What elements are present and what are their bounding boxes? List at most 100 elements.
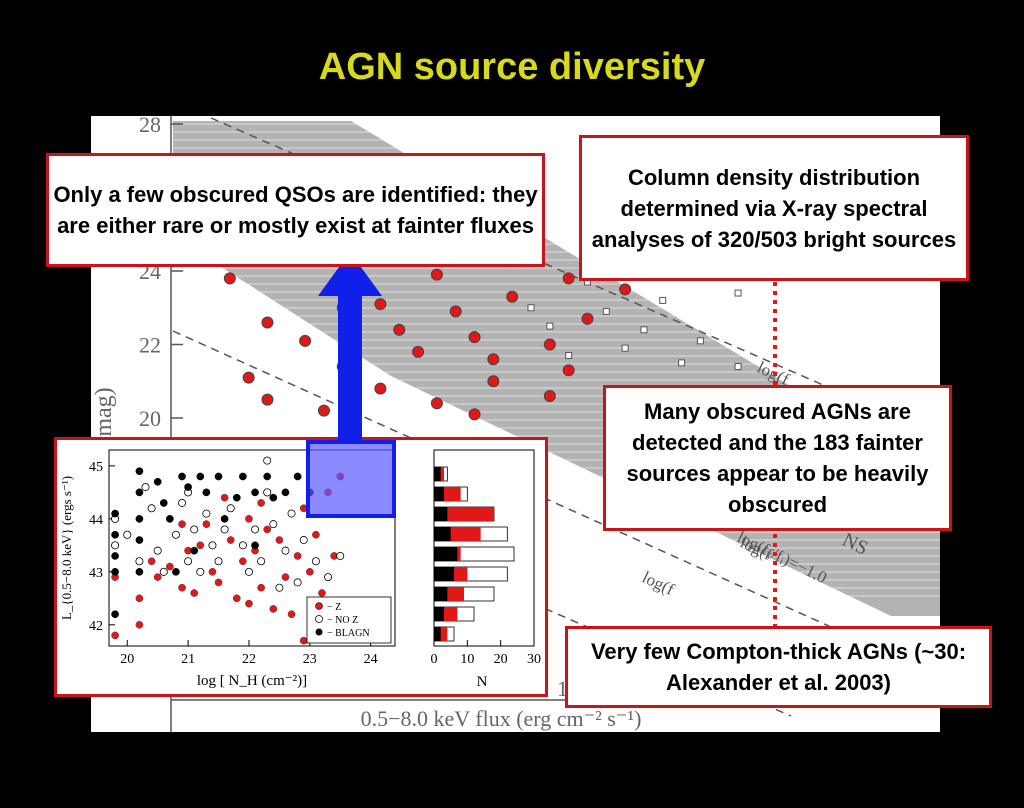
blagn-point xyxy=(135,536,144,544)
hist-bar-blagn xyxy=(434,487,444,501)
obscured-qso-highlight xyxy=(306,440,396,518)
bg-point-open xyxy=(659,296,667,304)
noz-point xyxy=(226,504,235,513)
inset-y-tick-label: 43 xyxy=(89,566,103,581)
noz-point xyxy=(238,541,247,550)
callout-column-density: Column density distribution determined v… xyxy=(579,135,969,281)
bg-point-open xyxy=(565,352,573,360)
noz-point xyxy=(135,557,144,566)
bg-point-red xyxy=(374,298,387,311)
noz-point xyxy=(202,509,211,518)
callout-obscured-qsos-text: Only a few obscured QSOs are identified:… xyxy=(53,182,538,238)
callout-many-obscured: Many obscured AGNs are detected and the … xyxy=(603,385,952,531)
legend-blagn-label: − BLAGN xyxy=(327,628,370,639)
z-point xyxy=(178,520,186,529)
hist-bar-blagn xyxy=(434,587,448,601)
noz-point xyxy=(196,567,205,576)
noz-point xyxy=(178,498,187,507)
bg-point-red xyxy=(543,389,556,402)
z-point xyxy=(245,599,253,608)
hist-x-tick-label: 20 xyxy=(494,652,508,667)
bg-point-red xyxy=(543,338,556,351)
bg-point-red xyxy=(430,268,443,281)
z-point xyxy=(220,493,229,502)
inset-x-tick-label: 24 xyxy=(364,652,378,667)
up-arrow-icon xyxy=(318,252,382,442)
blagn-point xyxy=(172,567,180,576)
blagn-point xyxy=(135,515,144,523)
inset-y-tick-label: 42 xyxy=(89,619,103,634)
hist-bar-blagn xyxy=(434,567,454,581)
bg-y-axis-label: (mag) xyxy=(91,387,117,444)
noz-point xyxy=(263,488,272,497)
inset-panel: 20 21 22 23 24 42 43 44 45 0 10 20 30 − Z − NO Z − … xyxy=(54,437,548,697)
inset-x-tick-label: 23 xyxy=(303,652,317,667)
noz-point xyxy=(147,504,156,513)
blagn-point xyxy=(111,509,119,518)
callout-compton-thick: Very few Compton-thick AGNs (~30: Alexan… xyxy=(565,626,992,708)
hist-bar-blagn xyxy=(434,527,451,541)
bg-point-red xyxy=(506,290,519,303)
blagn-point xyxy=(196,472,205,481)
bg-point-open xyxy=(640,326,648,334)
blagn-point xyxy=(166,515,174,523)
noz-point xyxy=(275,583,284,592)
bg-point-red xyxy=(393,323,406,336)
hist-bar-blagn xyxy=(434,627,441,641)
bg-point-red xyxy=(581,312,594,325)
bg-point-red xyxy=(487,375,500,388)
inset-y-tick-label: 44 xyxy=(89,513,103,528)
z-point xyxy=(275,536,284,544)
hist-x-tick-label: 0 xyxy=(431,652,438,667)
z-point xyxy=(257,499,265,507)
blagn-point xyxy=(220,515,229,523)
bg-y-tick-label: 20 xyxy=(139,406,161,431)
noz-point xyxy=(311,557,320,566)
z-point xyxy=(208,567,217,576)
blagn-point xyxy=(293,472,302,481)
legend-blagn-marker xyxy=(315,628,323,636)
noz-point xyxy=(141,483,150,492)
z-point xyxy=(305,567,314,576)
blagn-point xyxy=(263,472,272,481)
blagn-point xyxy=(190,546,199,555)
noz-point xyxy=(208,541,217,550)
z-point xyxy=(147,557,156,566)
bg-y-tick-label: 28 xyxy=(139,116,161,137)
z-point xyxy=(196,541,205,550)
hist-x-axis-label: N xyxy=(477,674,488,690)
noz-point xyxy=(159,567,168,576)
blagn-point xyxy=(202,488,211,497)
legend-z-label: − Z xyxy=(327,602,341,613)
z-point xyxy=(190,589,199,597)
inset-x-tick-label: 20 xyxy=(120,652,134,667)
bg-point-red xyxy=(299,334,312,347)
legend-noz-label: − NO Z xyxy=(327,615,358,626)
slide-title: AGN source diversity xyxy=(318,46,706,88)
noz-point xyxy=(336,551,345,560)
noz-point xyxy=(263,456,272,465)
z-point xyxy=(257,583,265,592)
bg-point-red xyxy=(562,272,575,285)
blagn-point xyxy=(111,567,119,576)
bg-point-red xyxy=(223,272,236,285)
callout-many-obscured-text: Many obscured AGNs are detected and the … xyxy=(626,399,929,517)
z-point xyxy=(318,589,326,597)
bg-point-red xyxy=(487,353,500,366)
hist-x-tick-label: 30 xyxy=(527,652,541,667)
blagn-point xyxy=(111,530,119,539)
lum-nh-chart: 20 21 22 23 24 42 43 44 45 0 10 20 30 − Z − NO Z − … xyxy=(59,449,541,690)
noz-point xyxy=(171,530,180,539)
scatter-points xyxy=(111,456,345,645)
bg-point-red xyxy=(261,316,274,329)
blagn-point xyxy=(269,493,278,502)
blagn-point xyxy=(232,493,241,502)
bg-point-red xyxy=(412,345,425,358)
legend-noz-marker xyxy=(315,615,323,623)
z-point xyxy=(287,610,296,619)
bg-point-open xyxy=(546,322,554,330)
noz-point xyxy=(299,536,308,545)
bg-point-red xyxy=(430,397,443,410)
bg-point-red xyxy=(374,382,387,395)
